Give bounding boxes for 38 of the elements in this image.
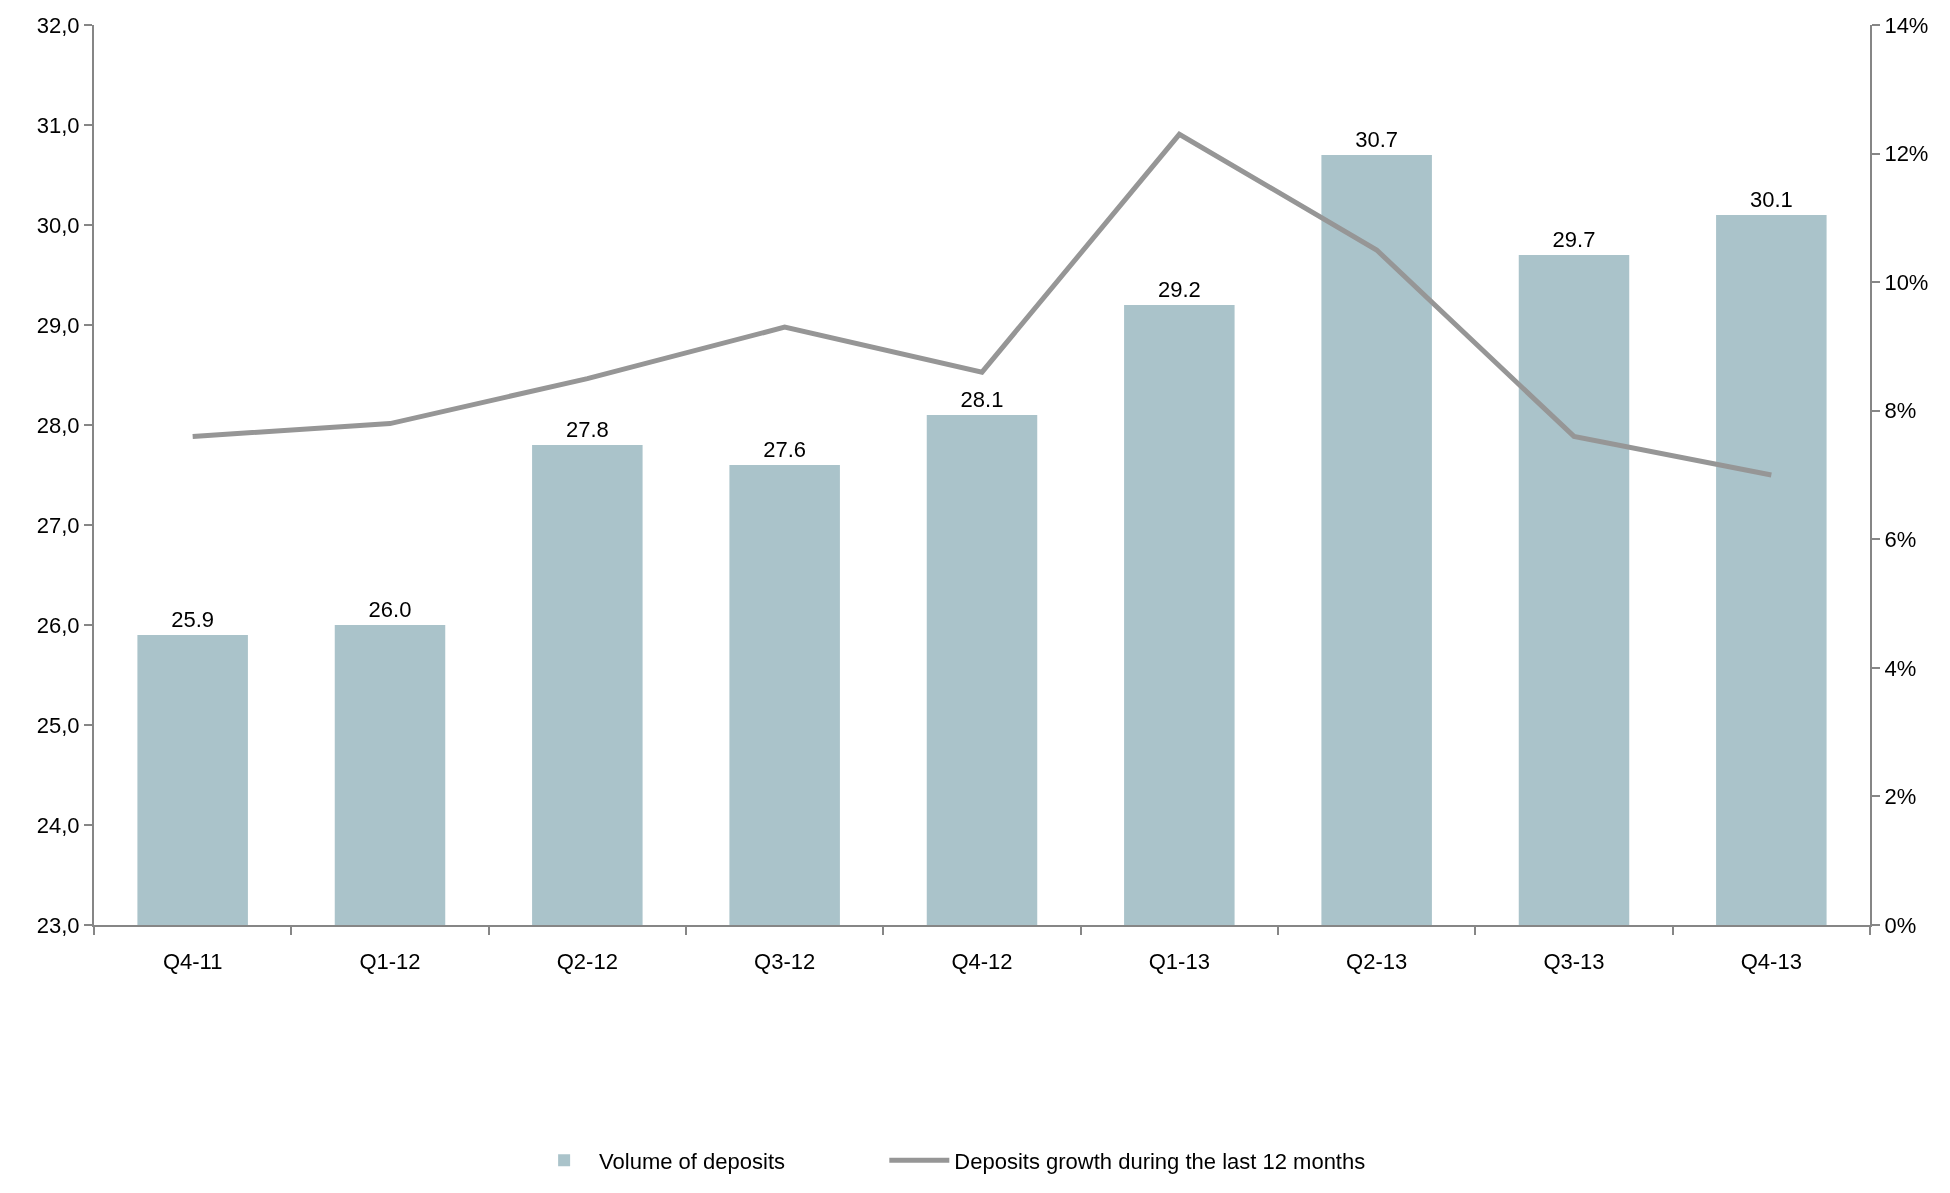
x-tick-label: Q4-13 [1740,949,1802,975]
y-tick-label: 23,0 [36,912,80,938]
y2-tick-label: 8% [1884,398,1917,424]
y2-tick-label: 10% [1884,269,1929,295]
y-tick-label: 26,0 [36,612,80,638]
data-label: 29.2 [1157,277,1201,302]
data-label: 27.8 [565,417,609,442]
x-tick-label: Q1-12 [359,949,421,975]
y2-tick-label: 6% [1884,526,1917,552]
x-tick-label: Q4-12 [951,949,1013,975]
x-tick-label: Q2-13 [1346,949,1408,975]
data-label: 26.0 [368,597,412,622]
y2-tick-label: 2% [1884,784,1917,810]
y-tick-label: 24,0 [36,812,80,838]
y-tick-label: 31,0 [36,112,80,138]
y2-tick-label: 12% [1884,141,1929,167]
y-tick-label: 32,0 [36,12,80,38]
data-label: 27.6 [763,437,807,462]
x-tick-label: Q3-13 [1543,949,1605,975]
data-label: 30.1 [1749,187,1793,212]
y2-tick-label: 14% [1884,12,1929,38]
x-tick-label: Q4-11 [162,949,223,975]
data-label: 29.7 [1552,227,1596,252]
legend-label: Deposits growth during the last 12 months [954,1148,1366,1174]
y-tick-label: 29,0 [36,312,80,338]
y-tick-label: 27,0 [36,512,80,538]
y-tick-label: 30,0 [36,212,80,238]
y-tick-label: 28,0 [36,412,80,438]
x-tick-label: Q2-12 [556,949,618,975]
x-tick-label: Q3-12 [754,949,816,975]
x-tick-label: Q1-13 [1148,949,1210,975]
y2-tick-label: 0% [1884,912,1917,938]
data-label: 25.9 [171,607,215,632]
y-tick-label: 25,0 [36,712,80,738]
y2-tick-label: 4% [1884,655,1917,681]
data-label: 30.7 [1355,127,1399,152]
data-label: 28.1 [960,387,1004,412]
legend-label: Volume of deposits [599,1148,786,1174]
